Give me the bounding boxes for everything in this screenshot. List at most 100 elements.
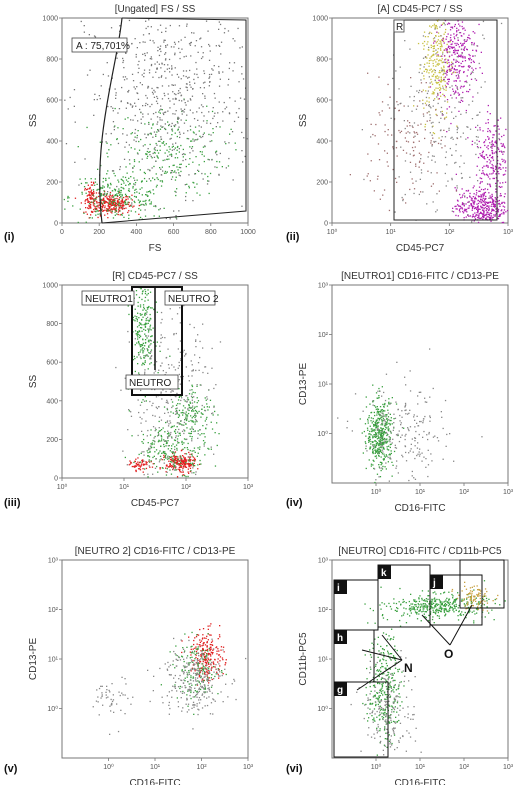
data-point [100,193,102,195]
data-point [374,135,376,137]
data-point [176,409,178,412]
data-point [237,116,240,118]
data-point [180,108,182,110]
data-point [382,413,384,415]
data-point [178,76,180,78]
data-point [414,437,416,439]
data-point [171,461,173,463]
data-point [111,190,113,192]
data-point [163,64,166,66]
data-point [148,199,151,201]
data-point [192,138,194,140]
data-point [395,447,398,449]
data-point [169,422,172,424]
data-point [107,156,109,158]
data-point [433,37,436,39]
data-point [482,197,484,199]
data-point [133,200,135,202]
data-point [471,207,474,209]
data-point [188,409,190,412]
data-point [138,208,140,210]
data-point [381,422,383,425]
data-point [149,445,152,447]
data-point [502,143,504,145]
gate-label: NEUTRO1 [85,294,133,305]
data-point [374,446,376,448]
data-point [168,124,170,127]
data-point [471,198,473,200]
data-point [456,42,458,45]
data-point [366,427,369,429]
data-point [108,149,110,151]
data-point [108,200,110,202]
data-point [414,440,416,442]
data-point [172,84,174,86]
data-point [191,399,193,401]
data-point [488,159,490,161]
data-point [83,186,86,188]
data-point [150,335,152,338]
data-point [458,77,460,79]
data-point [375,479,377,481]
data-point [153,341,155,343]
data-point [243,98,246,100]
data-point [440,60,442,62]
data-point [160,337,162,340]
data-point [405,140,408,142]
data-point [444,80,446,83]
data-point [86,213,88,215]
data-point [187,456,189,458]
data-point [420,191,422,193]
data-point [442,427,444,430]
data-point [373,405,376,407]
data-point [414,419,416,421]
data-point [482,172,484,174]
cluster-0 [359,384,405,484]
data-point [102,177,105,180]
data-point [203,115,205,117]
data-point [171,455,173,458]
data-point [415,165,417,167]
data-point [99,214,102,216]
data-point [368,433,370,435]
data-point [211,667,213,669]
data-point [379,448,381,451]
data-point [384,410,386,412]
data-point [478,195,481,198]
data-point [463,27,465,29]
data-point [435,109,437,111]
data-point [159,455,162,457]
data-point [439,80,441,83]
data-point [493,210,495,212]
data-point [153,89,155,91]
data-point [425,466,427,468]
data-point [110,106,112,108]
data-point [430,122,433,124]
data-point [153,148,155,150]
data-point [491,201,494,204]
data-point [84,189,86,191]
data-point [384,432,386,434]
data-point [119,209,121,211]
data-point [218,650,220,652]
data-point [389,413,391,415]
data-point [462,57,464,59]
data-point [196,643,198,645]
data-point [433,155,435,157]
data-point [182,159,184,162]
data-point [169,465,171,468]
data-point [174,469,176,471]
data-point [489,184,491,186]
data-point [457,200,459,202]
data-point [146,191,148,193]
data-point [89,205,92,207]
data-point [211,653,213,655]
data-point [191,455,193,457]
data-point [470,78,473,80]
data-point [212,649,214,651]
data-point [380,444,382,446]
data-point [148,305,150,308]
data-point [425,68,428,71]
data-point [459,211,461,213]
data-point [128,214,130,216]
